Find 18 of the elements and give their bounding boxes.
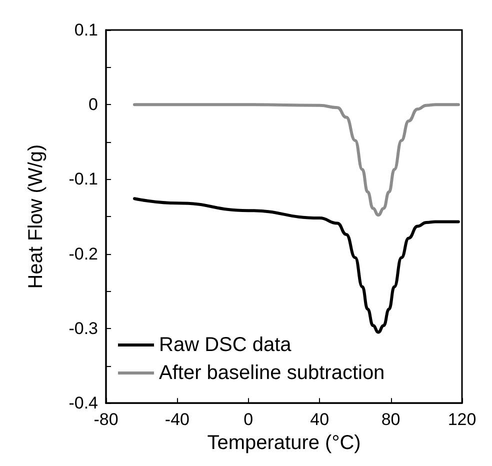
y-tick-label: 0.1: [74, 20, 98, 40]
x-tick-label: -40: [164, 410, 190, 430]
legend-label: Raw DSC data: [159, 334, 292, 356]
y-tick-label: -0.2: [68, 244, 98, 264]
line-series: [132, 103, 460, 217]
y-tick-label: -0.3: [68, 318, 98, 338]
x-axis-title: Temperature (°C): [207, 432, 361, 454]
x-tick-label: 0: [244, 410, 254, 430]
y-tick-label: -0.1: [68, 170, 98, 189]
x-tick-label: 80: [381, 410, 400, 430]
x-tick-label: -80: [94, 410, 118, 430]
y-axis-title: Heat Flow (W/g): [25, 144, 47, 289]
legend-label: After baseline subtraction: [159, 362, 385, 384]
line-series: [132, 197, 460, 334]
x-tick-label: 40: [310, 410, 330, 430]
y-tick-label: 0: [88, 95, 98, 114]
y-tick-label: -0.4: [68, 394, 98, 413]
x-tick-label: 120: [448, 410, 476, 430]
